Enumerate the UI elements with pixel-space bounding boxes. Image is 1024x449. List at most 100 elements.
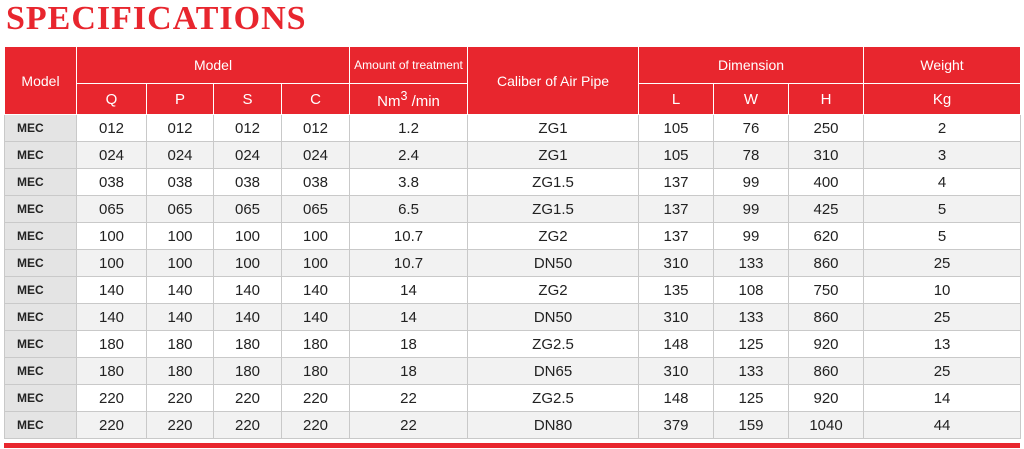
table-cell: 140 xyxy=(213,303,282,331)
table-cell: 18 xyxy=(349,357,469,385)
table-cell: 76 xyxy=(713,114,790,142)
table-cell: 425 xyxy=(788,195,865,223)
table-cell: 148 xyxy=(638,330,715,358)
header-cell: Model xyxy=(4,46,77,115)
table-cell: 22 xyxy=(349,411,469,439)
table-cell: ZG1.5 xyxy=(467,168,640,196)
table-cell: 220 xyxy=(146,411,214,439)
unit: Nm xyxy=(377,92,401,110)
header-cell: Weight xyxy=(863,46,1022,84)
table-cell: 180 xyxy=(280,357,351,385)
table-cell: ZG1.5 xyxy=(467,195,640,223)
model-cell: MEC xyxy=(4,195,77,223)
table-cell: 012 xyxy=(76,114,147,142)
model-cell: MEC xyxy=(4,141,77,169)
header-cell: H xyxy=(788,83,865,115)
table-cell: 100 xyxy=(213,222,282,250)
table-cell: 137 xyxy=(638,168,715,196)
table-row: MEC 180 180 180 180 18 ZG2.5 148 125 920 13 xyxy=(4,330,1022,358)
table-cell: 22 xyxy=(349,384,469,412)
table-cell: 137 xyxy=(638,195,715,223)
header-cell: S xyxy=(213,83,282,115)
table-cell: ZG2 xyxy=(467,276,640,304)
table-cell: 1.2 xyxy=(349,114,469,142)
table-cell: 180 xyxy=(280,330,351,358)
table-cell: 125 xyxy=(713,384,790,412)
model-cell: MEC xyxy=(4,330,77,358)
table-cell: 180 xyxy=(76,357,147,385)
table-cell: 860 xyxy=(788,357,865,385)
table-cell: 220 xyxy=(76,384,147,412)
table-cell: 310 xyxy=(638,357,715,385)
table-cell: 750 xyxy=(788,276,865,304)
spec-table: Model Model Amount of treatment Caliber … xyxy=(4,46,1022,439)
table-cell: 14 xyxy=(349,303,469,331)
table-cell: 105 xyxy=(638,114,715,142)
table-cell: ZG1 xyxy=(467,114,640,142)
table-cell: 620 xyxy=(788,222,865,250)
table-row: MEC 038 038 038 038 3.8 ZG1.5 137 99 400 4 xyxy=(4,168,1022,196)
table-row: MEC 024 024 024 024 2.4 ZG1 105 78 310 3 xyxy=(4,141,1022,169)
table-cell: DN80 xyxy=(467,411,640,439)
table-cell: 140 xyxy=(76,303,147,331)
table-cell: 125 xyxy=(713,330,790,358)
table-cell: 148 xyxy=(638,384,715,412)
header-cell: Q xyxy=(76,83,147,115)
unit-sup: 3 xyxy=(400,88,408,103)
header-cell: Nm3 /min xyxy=(349,83,469,115)
table-cell: 180 xyxy=(146,330,214,358)
model-cell: MEC xyxy=(4,303,77,331)
table-cell: 220 xyxy=(213,411,282,439)
table-cell: 310 xyxy=(638,303,715,331)
table-cell: 180 xyxy=(146,357,214,385)
table-cell: 14 xyxy=(863,384,1022,412)
table-cell: 310 xyxy=(788,141,865,169)
table-cell: 024 xyxy=(280,141,351,169)
table-cell: 024 xyxy=(146,141,214,169)
table-cell: 25 xyxy=(863,357,1022,385)
header-text: Amount of treatment xyxy=(354,58,463,72)
table-cell: 18 xyxy=(349,330,469,358)
title: SPECIFICATIONS xyxy=(6,0,307,37)
table-cell: 038 xyxy=(76,168,147,196)
table-cell: 310 xyxy=(638,249,715,277)
table-cell: 13 xyxy=(863,330,1022,358)
table-cell: 133 xyxy=(713,249,790,277)
table-cell: 159 xyxy=(713,411,790,439)
table-cell: 038 xyxy=(213,168,282,196)
table-cell: 99 xyxy=(713,195,790,223)
table-cell: 5 xyxy=(863,195,1022,223)
table-cell: 135 xyxy=(638,276,715,304)
table-cell: 133 xyxy=(713,357,790,385)
table-cell: ZG2.5 xyxy=(467,330,640,358)
table-cell: 180 xyxy=(213,330,282,358)
header-cell: W xyxy=(713,83,790,115)
table-cell: 108 xyxy=(713,276,790,304)
table-cell: 100 xyxy=(76,249,147,277)
table-cell: 012 xyxy=(213,114,282,142)
table-cell: 133 xyxy=(713,303,790,331)
table-cell: 920 xyxy=(788,330,865,358)
bottom-bar xyxy=(4,443,1020,448)
table-cell: DN50 xyxy=(467,249,640,277)
table-row: MEC 220 220 220 220 22 DN80 379 159 1040 44 xyxy=(4,411,1022,439)
header-cell: Dimension xyxy=(638,46,865,84)
table-cell: 137 xyxy=(638,222,715,250)
table-cell: ZG2 xyxy=(467,222,640,250)
table-cell: DN50 xyxy=(467,303,640,331)
table-cell: 038 xyxy=(146,168,214,196)
table-cell: 100 xyxy=(146,249,214,277)
table-cell: 14 xyxy=(349,276,469,304)
table-cell: 024 xyxy=(76,141,147,169)
header-cell: Caliber of Air Pipe xyxy=(467,46,640,115)
table-cell: 1040 xyxy=(788,411,865,439)
table-cell: 2 xyxy=(863,114,1022,142)
table-cell: 100 xyxy=(280,249,351,277)
table-cell: 2.4 xyxy=(349,141,469,169)
unit: /min xyxy=(411,92,440,110)
table-cell: DN65 xyxy=(467,357,640,385)
table-cell: 024 xyxy=(213,141,282,169)
model-cell: MEC xyxy=(4,357,77,385)
table-cell: 10.7 xyxy=(349,222,469,250)
table-cell: 140 xyxy=(146,303,214,331)
